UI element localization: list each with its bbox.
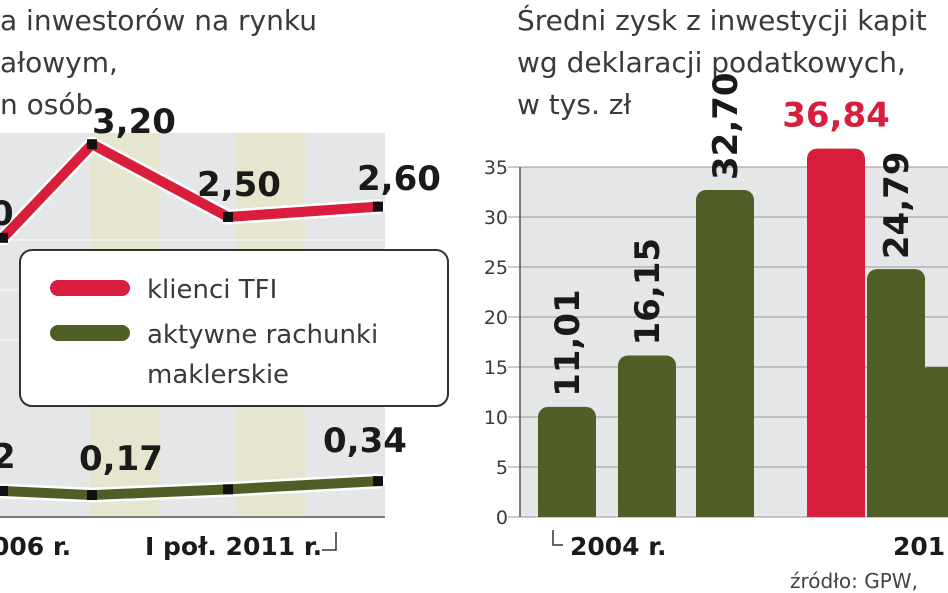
- x-tick-label: 2004 r.: [570, 532, 667, 561]
- bar-base: [618, 509, 676, 517]
- brokerage-accounts-point: [373, 476, 383, 487]
- bar-base: [919, 509, 948, 517]
- brokerage-accounts-point: [0, 485, 8, 496]
- tfi-clients-point: [0, 232, 8, 243]
- y-tick-label: 10: [484, 407, 508, 429]
- bar-value-label: 16,15: [628, 238, 668, 346]
- bar: [538, 406, 596, 517]
- y-tick-label: 15: [484, 357, 508, 379]
- profit-bar-chart: Średni zysk z inwestycji kapit wg deklara…: [484, 3, 948, 593]
- chart-title-line: a inwestorów na rynku: [0, 4, 317, 37]
- bar: [618, 355, 676, 517]
- investors-line-chart: a inwestorów na rynku ałowym, n osób 0 3,20 2…: [0, 4, 449, 561]
- brokerage-accounts-label: 0,17: [79, 439, 163, 479]
- bar: [919, 367, 948, 517]
- bar-highlight: [807, 148, 865, 517]
- tfi-clients-label: 2,60: [357, 159, 441, 199]
- x-bracket: [322, 532, 337, 551]
- bar-base: [538, 509, 596, 517]
- chart-title-line: w tys. zł: [517, 88, 631, 121]
- bar-value-label: 24,79: [877, 152, 917, 260]
- y-tick-label: 30: [484, 207, 508, 229]
- y-tick-label: 0: [496, 507, 508, 529]
- bar: [696, 190, 754, 517]
- x-tick-label: 201: [893, 532, 945, 561]
- y-tick-label: 20: [484, 307, 508, 329]
- y-tick-label: 35: [484, 157, 508, 179]
- brokerage-accounts-label: 2: [0, 437, 16, 477]
- source-note: źródło: GPW,: [790, 569, 918, 593]
- chart-title-line: wg deklaracji podatkowych,: [517, 46, 906, 79]
- bar-value-label: 36,84: [782, 96, 890, 136]
- brokerage-accounts-line: [0, 476, 383, 501]
- brokerage-accounts-point: [87, 490, 97, 501]
- bar-value-label: 32,70: [706, 72, 746, 180]
- chart-title-line: ałowym,: [0, 46, 118, 79]
- y-tick-label: 25: [484, 257, 508, 279]
- tfi-clients-line: [0, 139, 383, 243]
- bar-base: [807, 509, 865, 517]
- legend-label: aktywne rachunki: [147, 320, 378, 350]
- legend-label: klienci TFI: [147, 275, 277, 305]
- bar-value-label: 11,01: [548, 289, 588, 397]
- bar: [867, 269, 925, 517]
- legend: klienci TFI aktywne rachunki maklerskie: [19, 249, 449, 407]
- tfi-clients-label: 2,50: [197, 165, 281, 205]
- x-tick-label: I poł. 2011 r.: [145, 532, 322, 561]
- chart-title-line: n osób: [0, 88, 93, 121]
- x-bracket: [552, 530, 563, 546]
- tfi-clients-point: [373, 201, 383, 212]
- tfi-clients-label: 0: [0, 194, 14, 234]
- tfi-clients-point: [223, 212, 233, 222]
- y-tick-label: 5: [496, 457, 508, 479]
- legend-label: maklerskie: [147, 360, 289, 390]
- brokerage-accounts-point: [223, 484, 233, 495]
- tfi-clients-label: 3,20: [92, 102, 176, 142]
- brokerage-accounts-label: 0,34: [323, 421, 407, 461]
- chart-title-line: Średni zysk z inwestycji kapit: [517, 3, 927, 37]
- tfi-clients-point: [87, 139, 97, 150]
- x-tick-label: 006 r.: [0, 532, 71, 561]
- bar-base: [696, 509, 754, 517]
- bar-base: [867, 509, 925, 517]
